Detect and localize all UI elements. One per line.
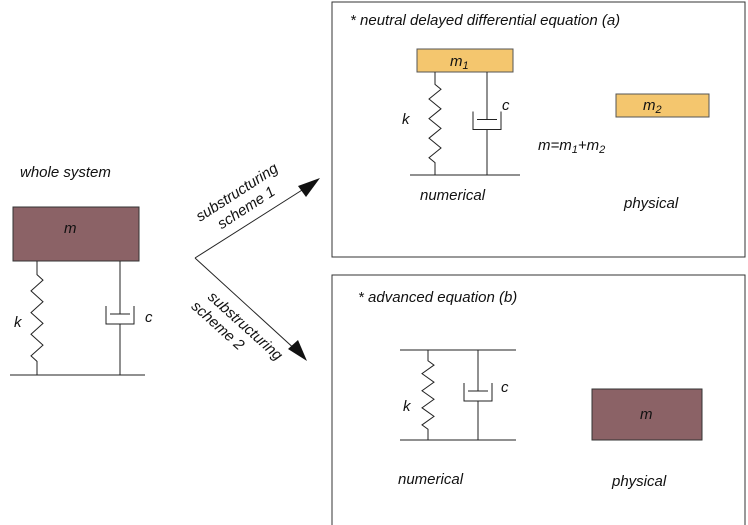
label: m [450, 53, 463, 70]
shapes [10, 1, 746, 525]
label: c [501, 379, 509, 396]
label: c [145, 309, 153, 326]
label: 1 [463, 60, 469, 72]
arrow-head [288, 340, 307, 361]
panel-title: * advanced equation (b) [358, 289, 517, 306]
label: k [403, 398, 412, 415]
label: numerical [420, 187, 486, 204]
label: 1 [572, 144, 578, 156]
label: +m [578, 137, 599, 154]
label: m1 [450, 53, 469, 72]
spring [421, 350, 435, 440]
label: m [643, 97, 656, 114]
panel-a [331, 1, 746, 258]
spring [428, 72, 442, 175]
label: 2 [598, 144, 605, 156]
panel-b [331, 274, 746, 525]
arrow-1 [194, 184, 311, 259]
label: m [640, 406, 653, 423]
label: physical [611, 473, 667, 490]
arrow-head [298, 178, 320, 197]
mass-block [12, 206, 140, 262]
label: k [402, 111, 411, 128]
arrow-2 [194, 257, 299, 353]
panel-title: * neutral delayed differential equation … [350, 12, 620, 29]
label: k [14, 314, 23, 331]
label: m=m [538, 137, 572, 154]
mass-block [591, 388, 703, 441]
label: numerical [398, 471, 464, 488]
label: physical [623, 195, 679, 212]
label: c [502, 97, 510, 114]
label: whole system [20, 164, 111, 181]
scheme-2: substructuring scheme 2 [188, 288, 286, 364]
label: m [64, 220, 77, 237]
spring [30, 261, 44, 375]
mass-1 [416, 48, 514, 73]
label: 2 [655, 104, 662, 116]
mass-2 [615, 93, 710, 118]
relation: m=m1+m2 [538, 137, 605, 156]
label: m2 [643, 97, 662, 116]
